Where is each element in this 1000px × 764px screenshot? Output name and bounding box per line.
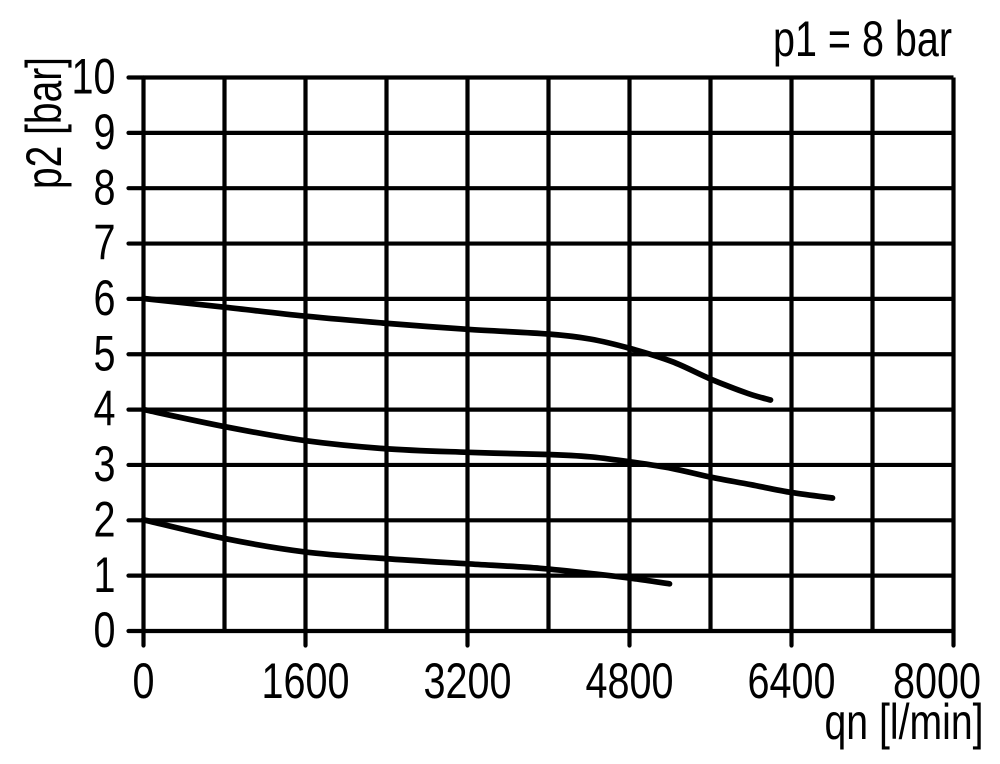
svg-text:4800: 4800 [586,653,674,709]
svg-text:2: 2 [94,491,116,547]
svg-text:8000: 8000 [893,653,981,709]
svg-text:0: 0 [94,602,116,658]
svg-text:3: 3 [94,436,116,492]
svg-text:10: 10 [72,49,116,105]
svg-text:4: 4 [94,381,116,437]
svg-text:p2 [bar]: p2 [bar] [16,57,72,189]
svg-text:0: 0 [133,653,155,709]
svg-text:qn [l/min]: qn [l/min] [825,694,984,750]
svg-text:8: 8 [94,159,116,215]
svg-text:9: 9 [94,104,116,160]
svg-text:3200: 3200 [424,653,512,709]
svg-text:1: 1 [94,547,116,603]
svg-text:7: 7 [94,215,116,271]
svg-text:6400: 6400 [748,653,836,709]
svg-text:5: 5 [94,325,116,381]
svg-text:p1 = 8 bar: p1 = 8 bar [773,11,952,67]
svg-text:1600: 1600 [262,653,350,709]
svg-text:6: 6 [94,270,116,326]
